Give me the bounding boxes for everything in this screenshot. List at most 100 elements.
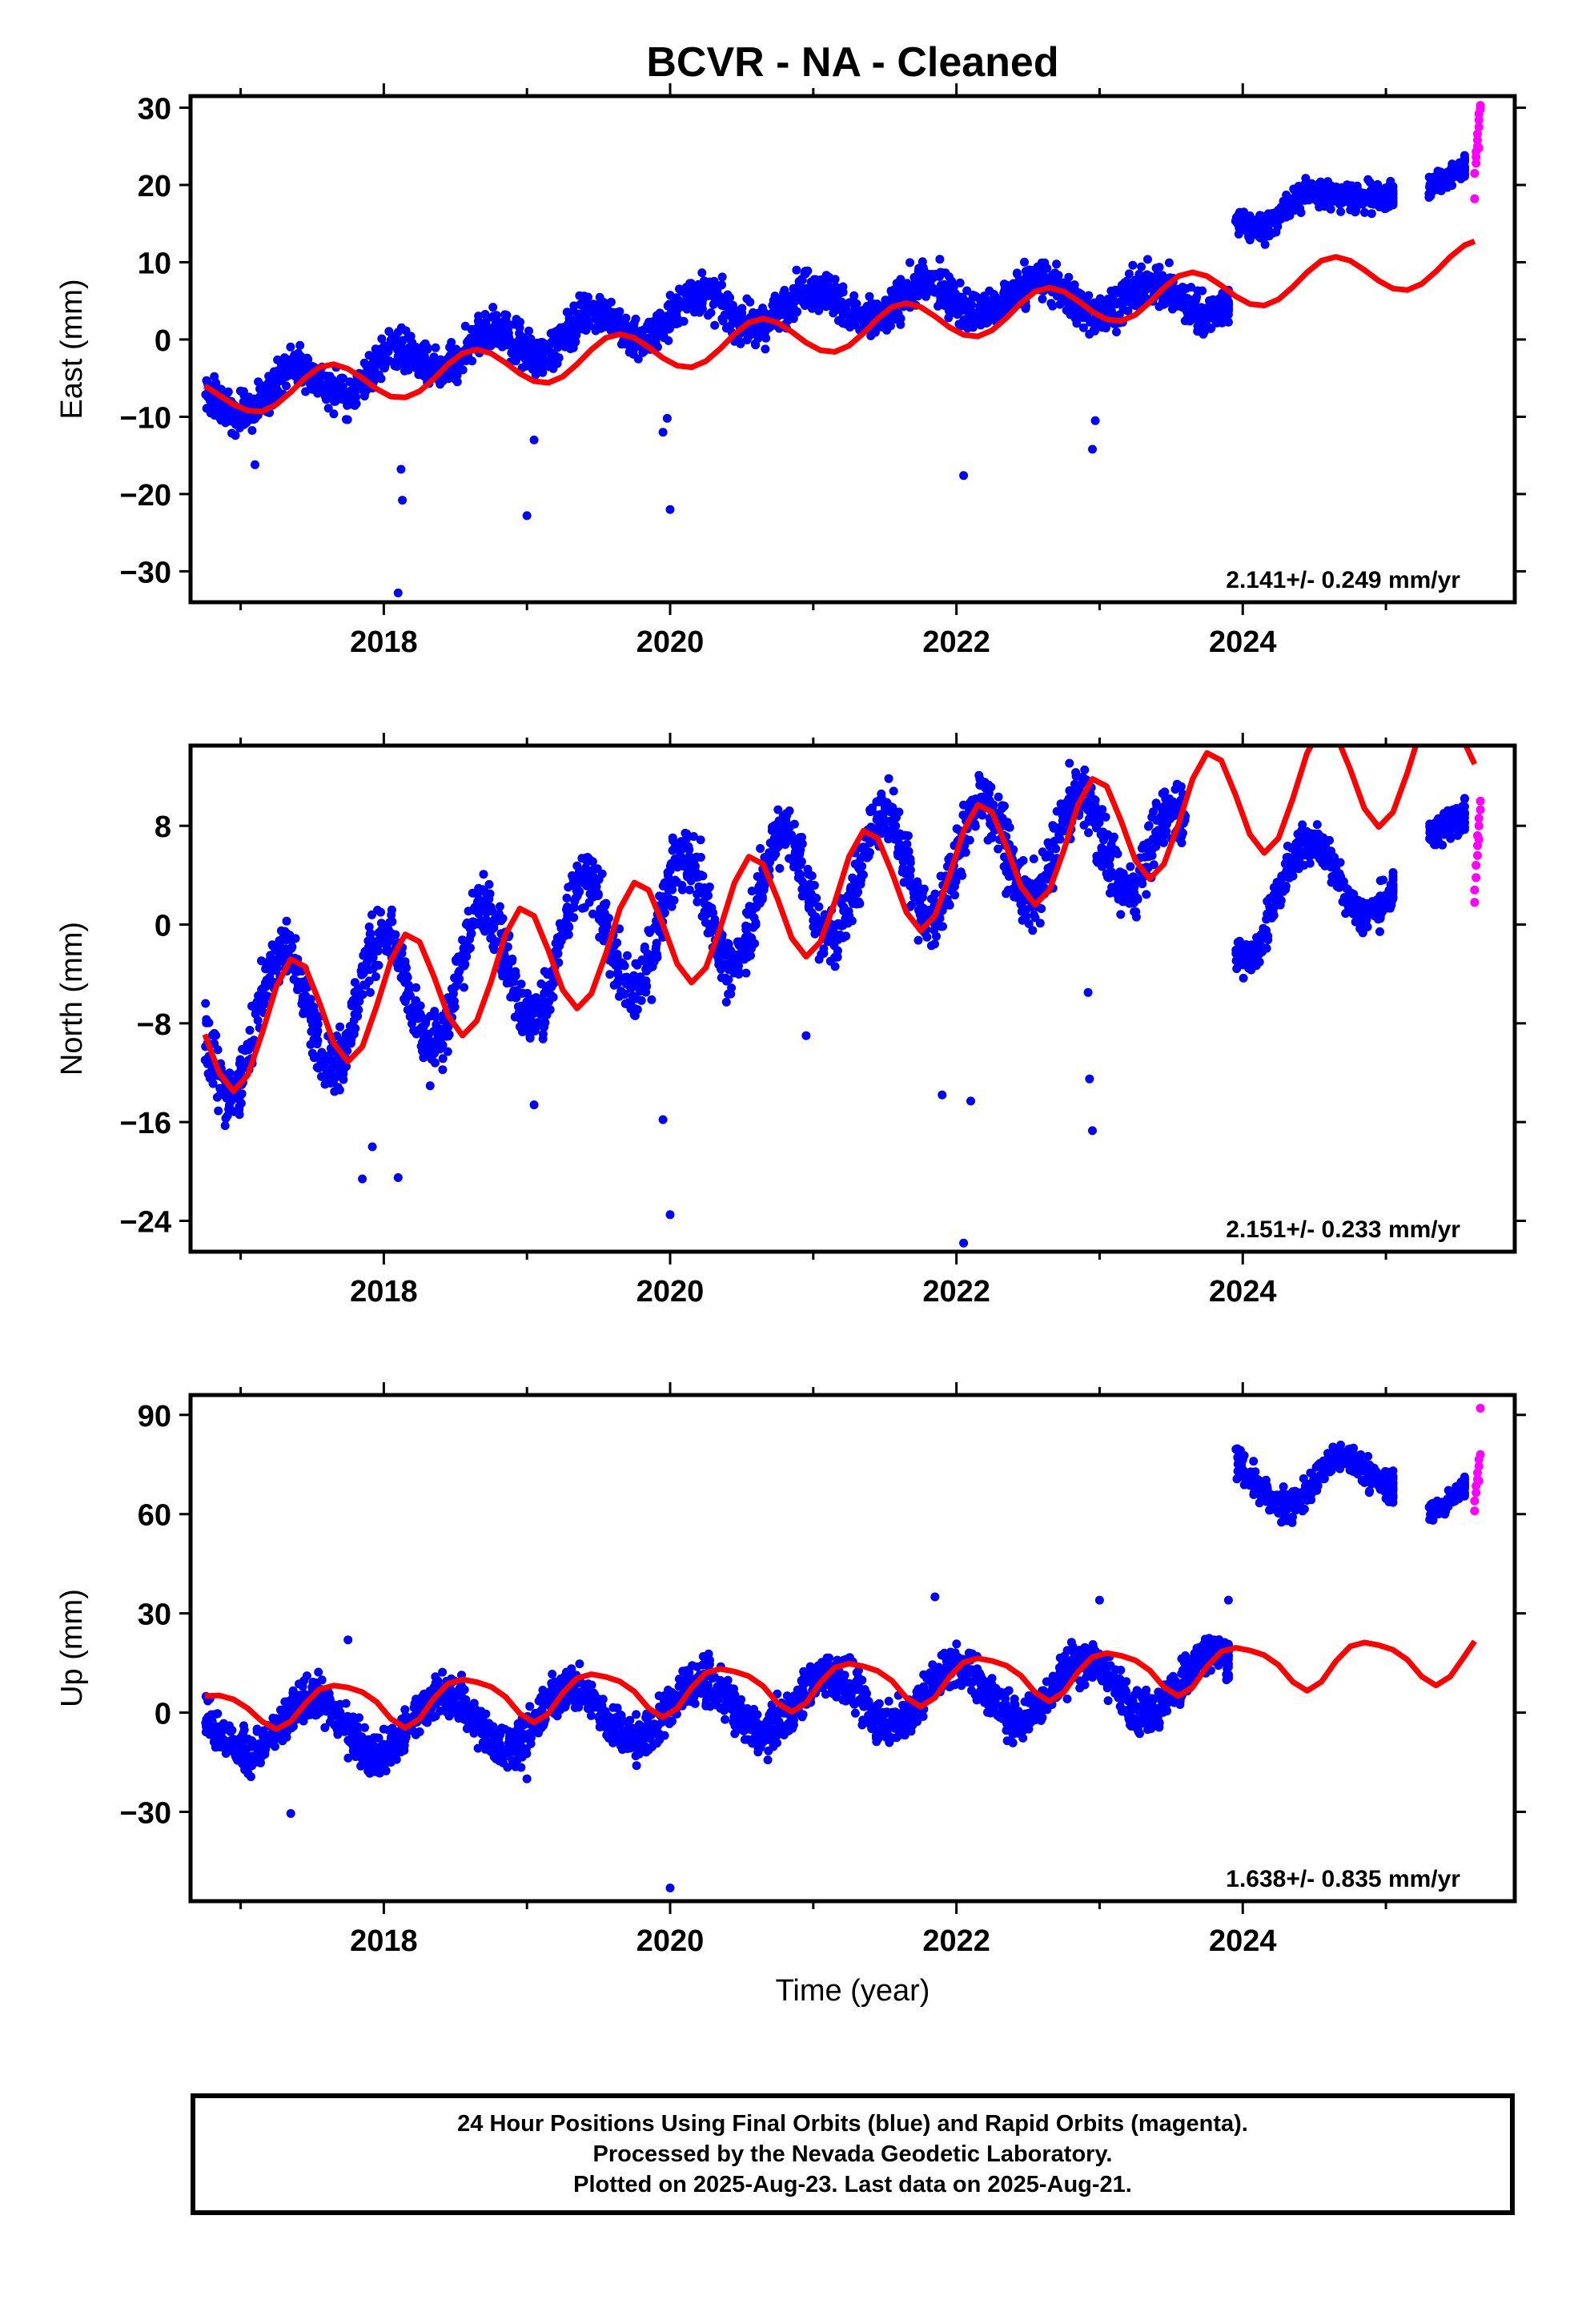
east-final-point <box>1434 185 1443 195</box>
east-final-point <box>745 297 755 307</box>
north-final-point <box>282 916 291 926</box>
north-final-point <box>431 1058 440 1068</box>
east-final-point <box>790 296 800 306</box>
east-final-point <box>546 360 556 369</box>
east-final-point <box>272 370 281 380</box>
north-final-point <box>689 860 698 870</box>
east-final-point <box>377 334 387 344</box>
north-final-point <box>547 982 556 991</box>
east-final-point <box>231 431 240 440</box>
east-ytick-label: 0 <box>155 324 171 358</box>
east-final-point <box>1260 239 1270 249</box>
east-final-point <box>1351 207 1360 216</box>
north-final-point <box>403 972 412 982</box>
east-final-point <box>865 292 874 301</box>
east-xtick-label: 2024 <box>1209 625 1277 659</box>
north-final-point <box>365 929 375 939</box>
east-final-point <box>300 359 310 368</box>
north-final-point <box>612 979 621 988</box>
north-final-point <box>766 849 776 858</box>
north-final-point <box>419 1053 428 1063</box>
east-final-point <box>792 265 801 275</box>
north-final-point <box>853 887 863 897</box>
east-final-point <box>323 404 333 413</box>
east-final-point <box>960 300 970 310</box>
north-final-point <box>608 950 618 959</box>
north-final-point <box>416 1001 425 1011</box>
north-final-point <box>1142 890 1151 899</box>
north-final-point <box>677 881 687 890</box>
east-final-point <box>211 378 221 388</box>
north-final-point <box>538 1034 548 1043</box>
north-final-point <box>510 968 520 978</box>
east-final-point <box>538 368 548 377</box>
east-outlier-point <box>251 460 259 469</box>
north-final-point <box>685 885 694 895</box>
north-final-point <box>1147 812 1157 822</box>
east-final-point <box>380 361 390 371</box>
north-final-point <box>889 786 898 796</box>
east-final-point <box>286 342 295 352</box>
north-final-point <box>224 1100 234 1110</box>
east-final-point <box>488 303 498 312</box>
north-final-point <box>245 1026 255 1035</box>
east-final-point <box>494 318 504 328</box>
east-final-point <box>935 255 945 264</box>
east-final-point <box>475 336 484 346</box>
east-final-point <box>273 386 283 396</box>
east-final-point <box>1020 257 1029 267</box>
north-final-point <box>613 967 623 977</box>
east-final-point <box>938 282 947 292</box>
north-final-point <box>803 864 813 874</box>
north-final-point <box>904 831 913 841</box>
north-final-point <box>474 909 484 919</box>
north-final-point <box>721 997 731 1007</box>
north-final-point <box>689 832 698 841</box>
north-final-point <box>724 975 733 984</box>
north-final-point <box>651 943 661 952</box>
east-final-point <box>875 322 885 332</box>
east-final-point <box>1274 210 1283 219</box>
north-final-point <box>905 871 915 881</box>
north-final-point <box>573 886 583 895</box>
east-outlier-point <box>665 505 675 514</box>
north-final-point <box>837 894 847 903</box>
north-final-point <box>703 928 713 938</box>
north-final-point <box>387 911 396 919</box>
north-final-point <box>620 990 629 999</box>
north-final-point <box>717 964 726 974</box>
east-rapid-point <box>1474 143 1484 153</box>
north-final-point <box>351 1023 360 1033</box>
east-final-point <box>1117 286 1126 296</box>
north-final-point <box>624 975 633 984</box>
north-final-point <box>243 1044 253 1054</box>
east-final-point <box>652 311 661 320</box>
north-final-point <box>647 995 656 1004</box>
north-final-point <box>644 928 654 937</box>
north-final-point <box>288 935 298 944</box>
east-rapid-point <box>1470 169 1480 178</box>
north-final-point <box>236 1099 246 1108</box>
east-final-point <box>1122 276 1132 286</box>
north-final-point <box>1028 926 1038 935</box>
north-final-point <box>450 996 459 1006</box>
east-final-point <box>552 359 562 368</box>
north-final-point <box>848 873 857 883</box>
north-final-point <box>416 1009 425 1019</box>
north-final-point <box>501 971 511 981</box>
north-final-point <box>809 923 818 931</box>
north-final-point <box>569 913 579 923</box>
north-final-point <box>387 931 396 941</box>
north-final-point <box>453 976 463 986</box>
east-final-point <box>1223 317 1233 327</box>
east-final-point <box>1112 328 1121 336</box>
north-final-point <box>756 844 765 853</box>
north-final-point <box>904 846 913 856</box>
north-final-point <box>724 939 733 949</box>
north-final-point <box>488 942 498 951</box>
north-final-point <box>1084 828 1094 838</box>
east-final-point <box>859 305 868 315</box>
east-xtick-label: 2020 <box>636 625 705 659</box>
north-final-point <box>1149 860 1158 870</box>
east-final-point <box>603 300 612 310</box>
